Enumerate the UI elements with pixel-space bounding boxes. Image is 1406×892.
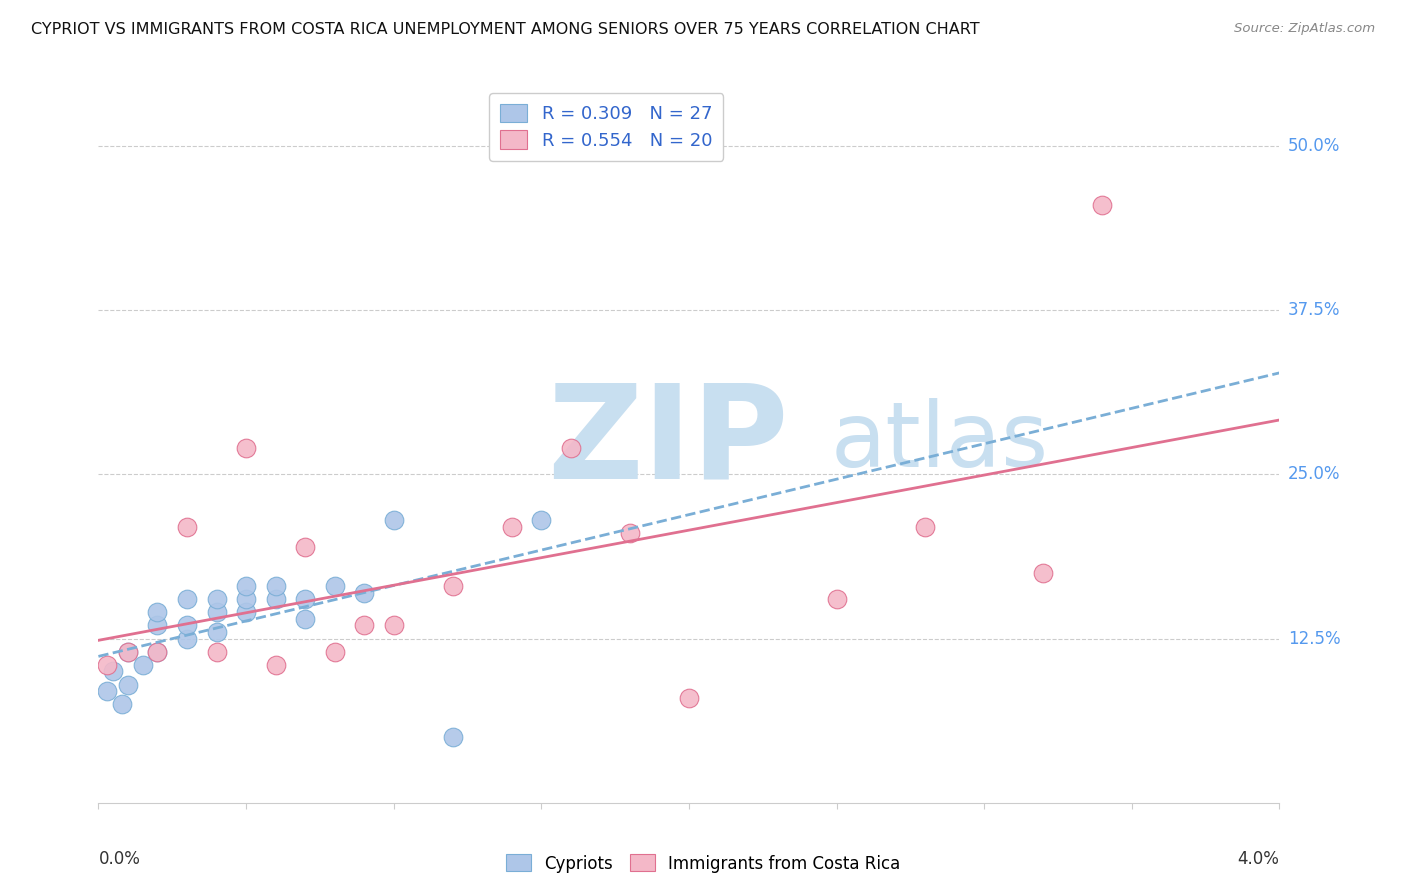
Point — [530, 513, 553, 527]
Point — [382, 618, 405, 632]
Text: Source: ZipAtlas.com: Source: ZipAtlas.com — [1234, 22, 1375, 36]
Point — [146, 618, 169, 632]
Point — [103, 665, 125, 679]
Point — [914, 520, 936, 534]
Point — [1091, 198, 1114, 212]
Text: 0.0%: 0.0% — [98, 850, 141, 868]
Point — [501, 520, 523, 534]
Point — [353, 585, 375, 599]
Text: atlas: atlas — [831, 398, 1049, 485]
Point — [117, 645, 139, 659]
Point — [205, 645, 228, 659]
Point — [678, 690, 700, 705]
Point — [96, 684, 118, 698]
Point — [264, 579, 287, 593]
Point — [235, 579, 257, 593]
Text: 37.5%: 37.5% — [1288, 301, 1340, 319]
Legend: R = 0.309   N = 27, R = 0.554   N = 20: R = 0.309 N = 27, R = 0.554 N = 20 — [489, 93, 723, 161]
Point — [117, 645, 139, 659]
Legend: Cypriots, Immigrants from Costa Rica: Cypriots, Immigrants from Costa Rica — [499, 847, 907, 880]
Point — [205, 625, 228, 640]
Text: 4.0%: 4.0% — [1237, 850, 1279, 868]
Text: ZIP: ZIP — [547, 378, 789, 505]
Point — [294, 540, 316, 554]
Text: CYPRIOT VS IMMIGRANTS FROM COSTA RICA UNEMPLOYMENT AMONG SENIORS OVER 75 YEARS C: CYPRIOT VS IMMIGRANTS FROM COSTA RICA UN… — [31, 22, 980, 37]
Point — [441, 579, 464, 593]
Text: 25.0%: 25.0% — [1288, 466, 1340, 483]
Point — [146, 605, 169, 619]
Point — [146, 645, 169, 659]
Text: 50.0%: 50.0% — [1288, 137, 1340, 155]
Point — [294, 612, 316, 626]
Point — [382, 513, 405, 527]
Point — [264, 657, 287, 672]
Point — [1032, 566, 1054, 580]
Point — [235, 592, 257, 607]
Point — [441, 730, 464, 744]
Point — [111, 698, 134, 712]
Point — [235, 605, 257, 619]
Point — [825, 592, 848, 607]
Point — [205, 592, 228, 607]
Point — [323, 645, 346, 659]
Point — [146, 645, 169, 659]
Point — [132, 657, 155, 672]
Point — [294, 592, 316, 607]
Point — [619, 526, 641, 541]
Point — [560, 441, 582, 455]
Point — [323, 579, 346, 593]
Point — [176, 520, 198, 534]
Point — [205, 605, 228, 619]
Point — [117, 677, 139, 691]
Point — [353, 618, 375, 632]
Point — [176, 632, 198, 646]
Point — [176, 592, 198, 607]
Text: 12.5%: 12.5% — [1288, 630, 1340, 648]
Point — [176, 618, 198, 632]
Point — [235, 441, 257, 455]
Point — [96, 657, 118, 672]
Point — [264, 592, 287, 607]
